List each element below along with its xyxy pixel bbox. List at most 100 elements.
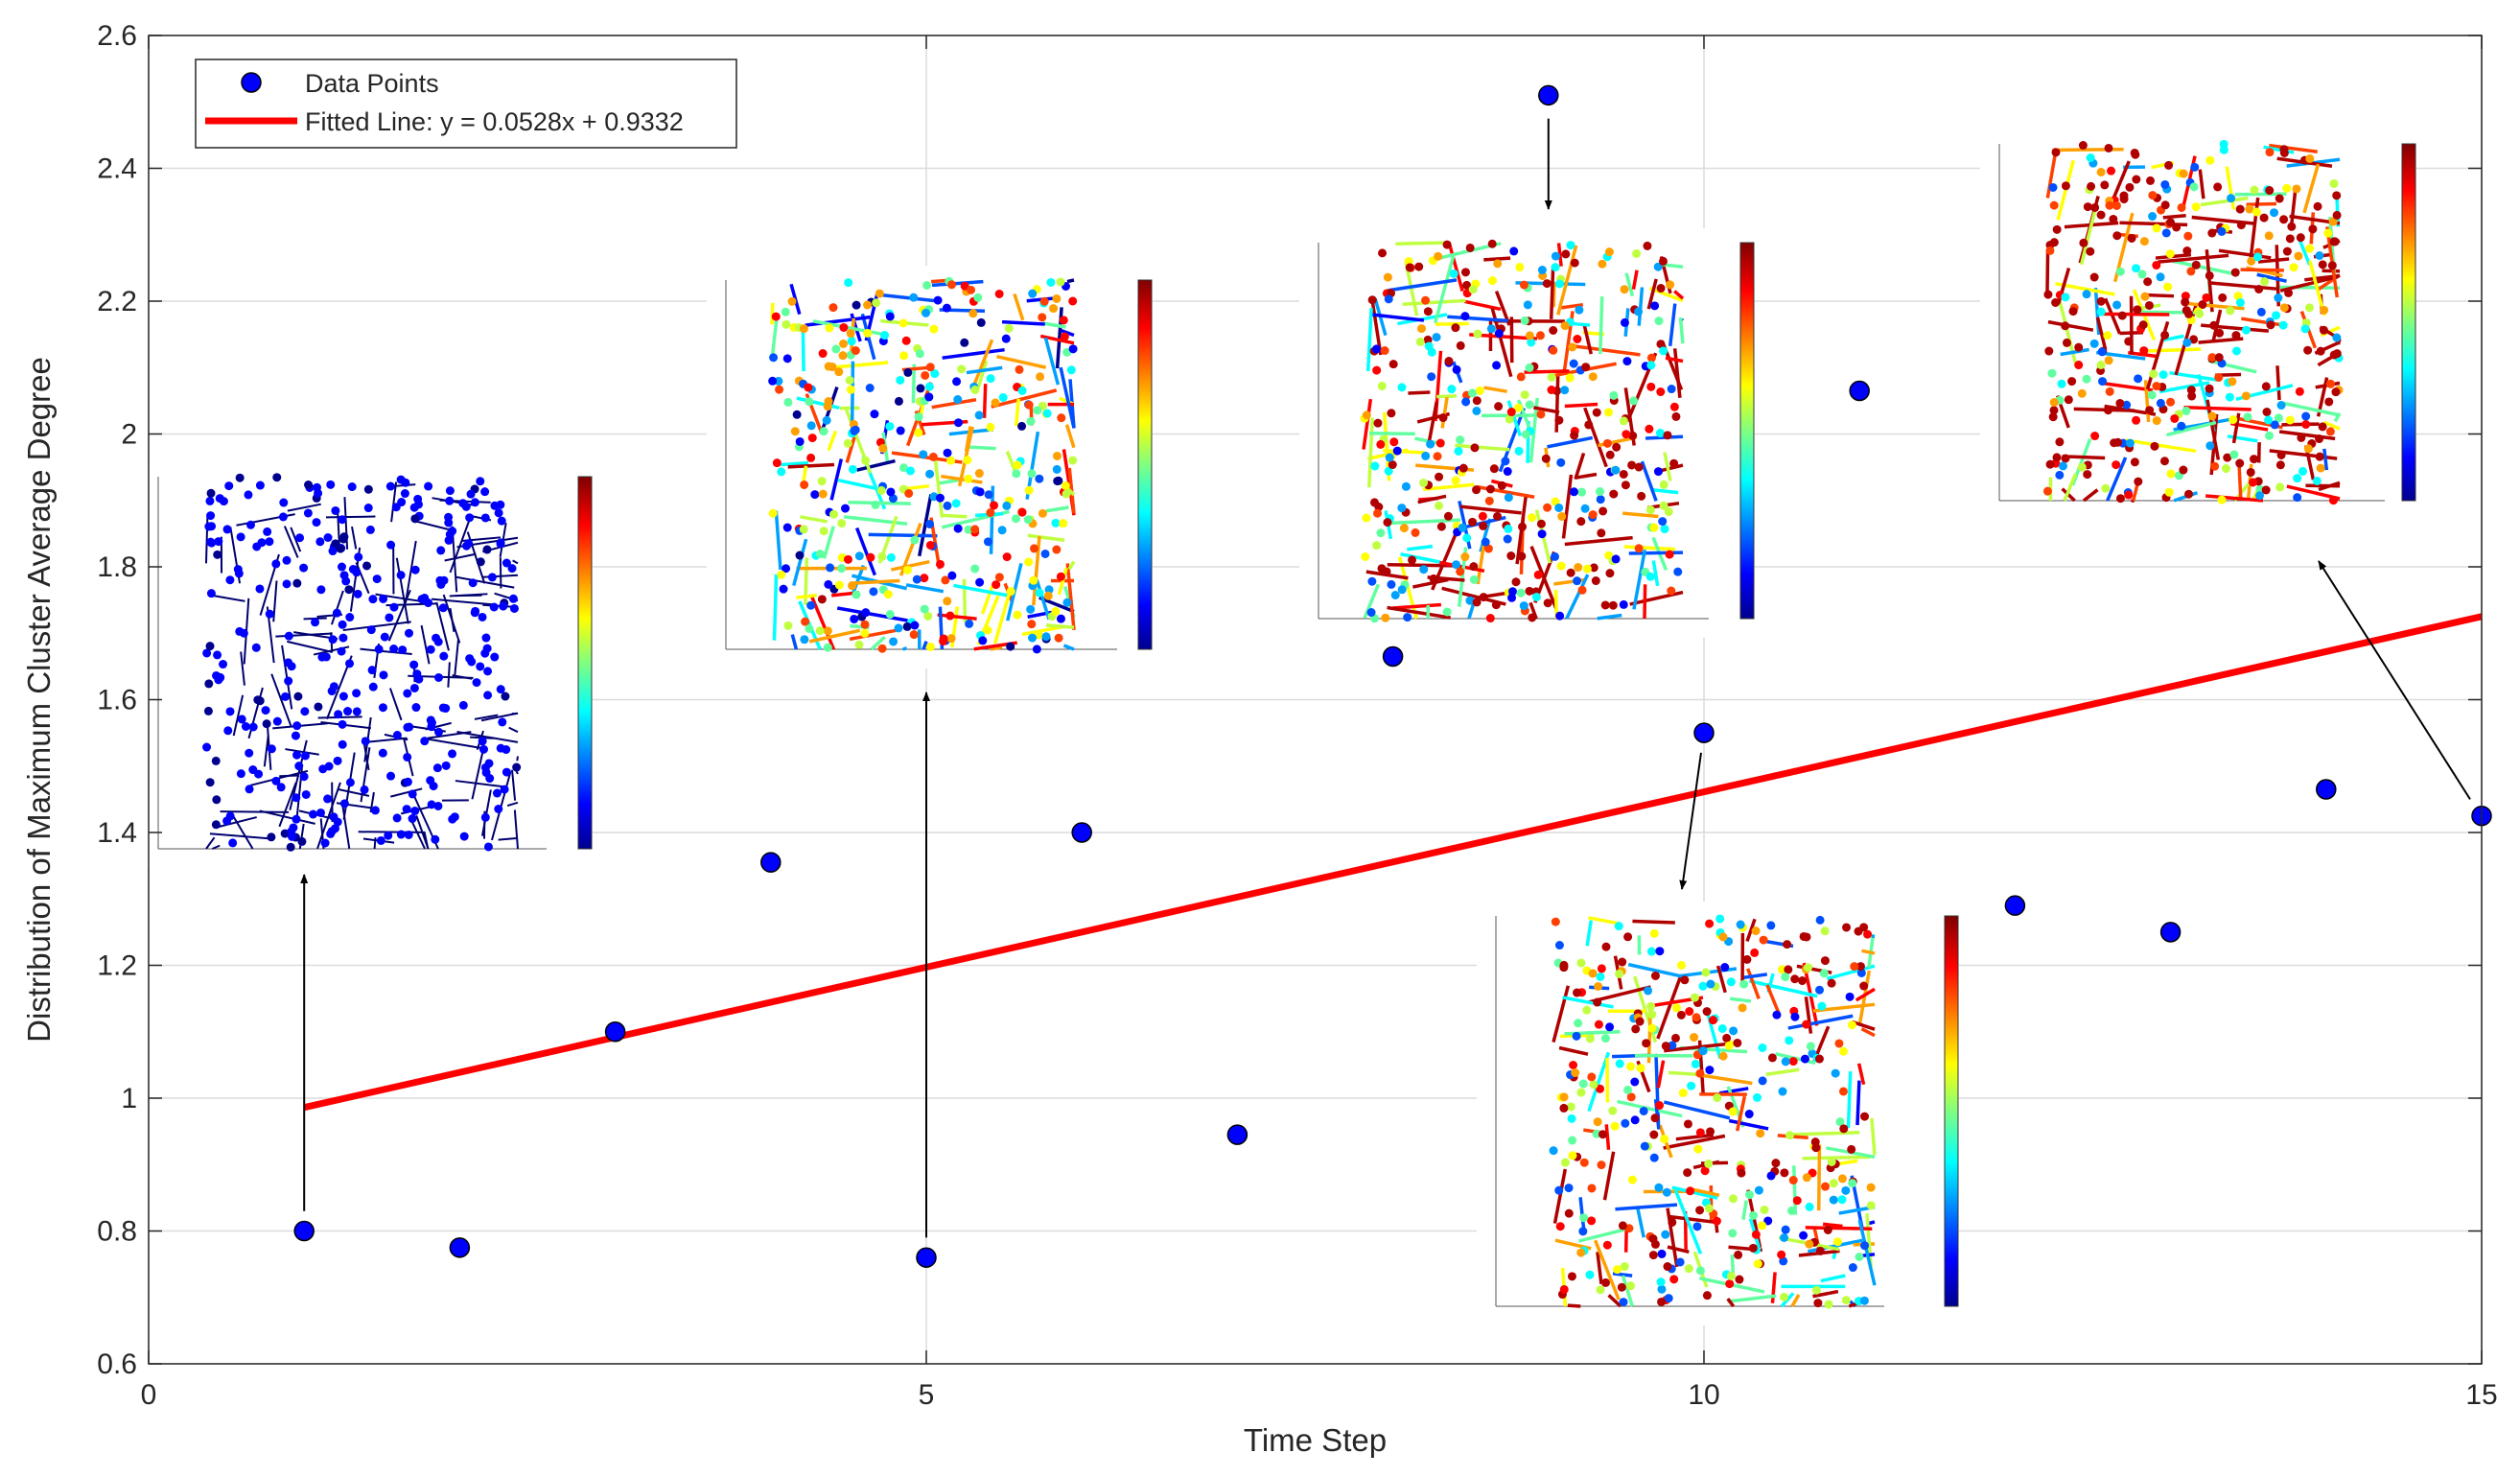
inset-node: [2303, 346, 2312, 355]
inset-node: [1646, 361, 1655, 369]
inset-node: [1470, 443, 1479, 452]
inset-node: [1419, 565, 1428, 574]
inset-node: [242, 722, 250, 731]
inset-node: [849, 465, 857, 474]
inset-node: [2166, 249, 2175, 258]
inset-node: [1571, 259, 1579, 268]
inset-node: [1657, 1298, 1666, 1306]
inset-node: [1589, 510, 1598, 519]
inset-node: [970, 525, 979, 533]
inset-node: [772, 313, 781, 321]
inset-node: [368, 666, 377, 674]
inset-edge: [781, 463, 807, 465]
inset-node: [1521, 390, 1529, 399]
inset-node: [1024, 515, 1033, 524]
inset-node: [783, 354, 792, 363]
inset-node: [1586, 1034, 1595, 1043]
inset-node: [1657, 1285, 1666, 1294]
inset-node: [995, 290, 1004, 298]
inset-node: [1640, 1107, 1648, 1115]
inset-node: [844, 439, 852, 448]
inset-node: [1621, 318, 1629, 327]
inset-node: [1521, 316, 1529, 325]
inset-node: [2061, 454, 2069, 462]
inset-node: [377, 836, 385, 845]
inset-node: [364, 504, 373, 512]
inset-node: [1620, 600, 1628, 609]
inset-node: [936, 494, 945, 503]
inset-node: [393, 731, 402, 739]
inset-node: [224, 481, 233, 490]
inset-edge: [1791, 1133, 1860, 1135]
inset-node: [1760, 936, 1768, 945]
inset-node: [1816, 916, 1825, 925]
inset-node: [1627, 460, 1636, 469]
inset-node: [292, 721, 301, 730]
inset-node: [1709, 1016, 1717, 1024]
inset-node: [1469, 562, 1478, 571]
inset-node: [1608, 1107, 1617, 1115]
inset-node: [304, 481, 313, 489]
inset-node: [1793, 1196, 1802, 1205]
inset-node: [1696, 1266, 1705, 1275]
inset-node: [238, 715, 246, 723]
inset-node: [1759, 1043, 1767, 1052]
inset-node: [341, 576, 350, 585]
inset-node: [1381, 346, 1389, 355]
inset-node: [1505, 415, 1514, 424]
inset-node: [2272, 311, 2280, 319]
inset-node: [405, 831, 413, 839]
inset-node: [806, 601, 815, 610]
inset-node: [1701, 968, 1710, 976]
inset-node: [272, 473, 281, 481]
inset-node: [1594, 1117, 1602, 1126]
inset-node: [2226, 306, 2234, 315]
inset-node: [1554, 504, 1563, 512]
inset-node: [925, 520, 934, 528]
inset-edge: [1632, 922, 1674, 924]
inset-node: [846, 376, 854, 385]
inset-node: [2143, 277, 2152, 286]
inset-node: [1632, 249, 1641, 258]
inset-node: [1569, 1061, 1577, 1069]
inset-node: [2145, 301, 2154, 310]
inset-node: [806, 454, 815, 462]
inset-node: [1532, 593, 1541, 601]
inset-node: [1565, 1209, 1574, 1218]
inset-plot: [1477, 902, 1959, 1325]
inset-node: [1372, 366, 1381, 375]
y-tick-label: 0.8: [97, 1216, 137, 1248]
inset-node: [872, 501, 880, 509]
inset-node: [262, 706, 270, 715]
inset-node: [2087, 182, 2095, 191]
inset-node: [1437, 523, 1446, 531]
inset-node: [819, 490, 828, 499]
inset-node: [1830, 1179, 1838, 1187]
inset-node: [954, 525, 963, 533]
inset-node: [226, 707, 235, 715]
inset-node: [1581, 363, 1590, 371]
inset-node: [1644, 986, 1652, 995]
inset-node: [265, 537, 273, 546]
inset-node: [444, 513, 453, 522]
inset-node: [222, 816, 231, 825]
inset-node: [1012, 514, 1020, 523]
inset-node: [1053, 465, 1062, 474]
inset-node: [1609, 391, 1618, 400]
inset-node: [1504, 467, 1512, 476]
inset-node: [2112, 460, 2120, 469]
annotation-arrow: [2319, 561, 2470, 799]
inset-node: [1402, 482, 1411, 491]
inset-node: [1590, 1080, 1598, 1089]
inset-node: [1487, 324, 1496, 333]
inset-node: [970, 386, 979, 394]
inset-node: [325, 762, 334, 771]
inset-node: [1629, 396, 1638, 405]
data-point: [2161, 923, 2181, 942]
inset-node: [1654, 1184, 1663, 1192]
inset-edge: [902, 648, 906, 649]
inset-node: [844, 278, 852, 287]
inset-node: [2159, 370, 2168, 379]
inset-node: [1592, 576, 1600, 585]
inset-node: [1029, 576, 1038, 585]
